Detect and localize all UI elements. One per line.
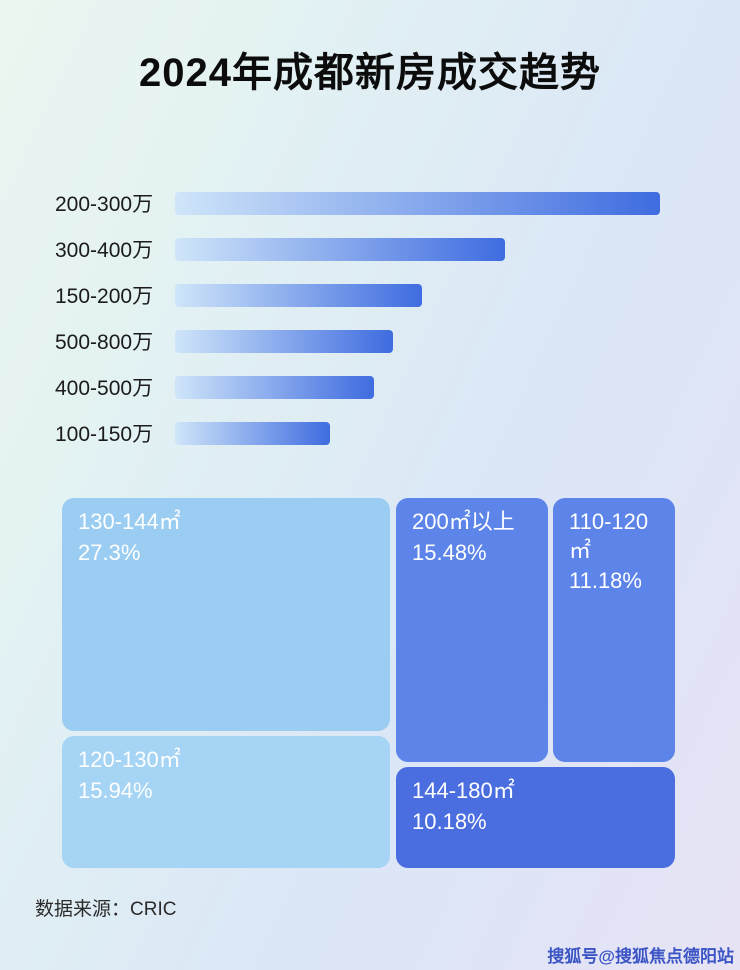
treemap-block-label: 144-180㎡ [412, 778, 515, 803]
bar [175, 283, 423, 307]
bar-track [175, 191, 660, 215]
bar-category-label: 150-200万 [55, 285, 154, 308]
bar-track [175, 375, 660, 399]
treemap-block: 120-130㎡ 15.94% [62, 736, 390, 868]
bar-row: 500-800万 [0, 318, 740, 364]
bar-row: 100-150万 [0, 410, 740, 456]
treemap-block: 110-120㎡ 11.18% [553, 498, 675, 762]
bar-category-label: 300-400万 [55, 239, 154, 262]
treemap-block-value: 11.18% [569, 568, 642, 594]
treemap-block-label: 120-130㎡ [78, 747, 181, 772]
bar-row: 400-500万 [0, 364, 740, 410]
treemap-block: 130-144㎡ 27.3% [62, 498, 390, 731]
bar [175, 421, 331, 445]
treemap-block-value: 27.3% [78, 539, 141, 565]
treemap-block-label: 130-144㎡ [78, 509, 181, 534]
data-source-label: 数据来源：CRIC [35, 899, 177, 920]
treemap-block-label: 110-120㎡ [569, 509, 649, 563]
bar [175, 237, 505, 261]
watermark: 搜狐号@搜狐焦点德阳站 [547, 947, 734, 966]
bar-track [175, 237, 660, 261]
bar-track [175, 421, 660, 445]
treemap-block-value: 15.94% [78, 777, 153, 803]
bar-track [175, 329, 660, 353]
treemap-block-label: 200㎡以上 [412, 509, 515, 534]
bar-category-label: 100-150万 [55, 423, 154, 446]
treemap-block: 144-180㎡ 10.18% [396, 767, 675, 868]
page-title: 2024年成都新房成交趋势 [139, 51, 601, 95]
bar [175, 375, 374, 399]
bar-category-label: 200-300万 [55, 193, 154, 216]
bar-category-label: 500-800万 [55, 331, 154, 354]
bar-row: 150-200万 [0, 272, 740, 318]
bar [175, 191, 660, 215]
bar-row: 200-300万 [0, 180, 740, 226]
treemap-block-value: 15.48% [412, 539, 487, 565]
treemap-block: 200㎡以上 15.48% [396, 498, 548, 762]
treemap-block-value: 10.18% [412, 808, 487, 834]
bar [175, 329, 394, 353]
bar-chart: 200-300万 300-400万 150-200万 500-800万 400-… [0, 180, 740, 456]
bar-track [175, 283, 660, 307]
bar-row: 300-400万 [0, 226, 740, 272]
bar-category-label: 400-500万 [55, 377, 154, 400]
